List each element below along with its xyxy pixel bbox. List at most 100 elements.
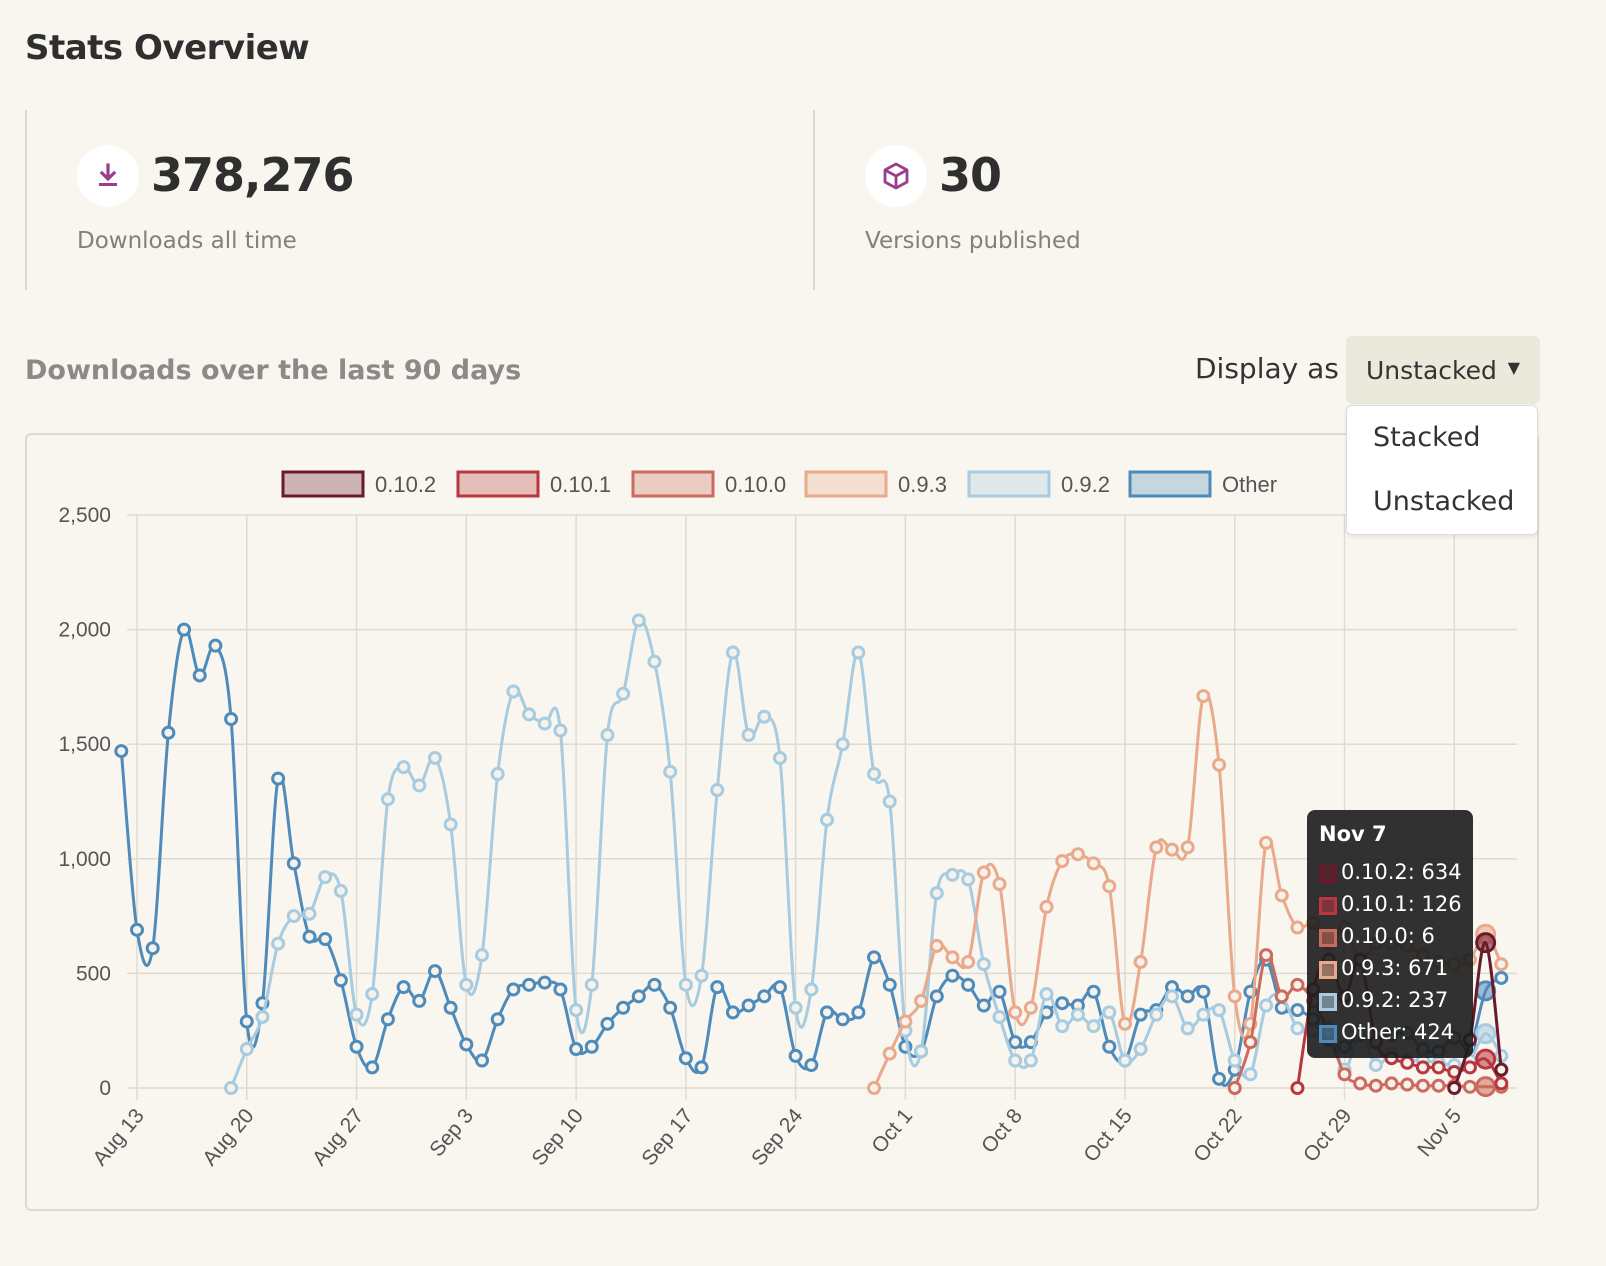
- data-point: [1180, 840, 1195, 855]
- data-point: [1055, 1019, 1070, 1034]
- data-point: [835, 737, 850, 752]
- versions-count: 30: [939, 148, 1002, 202]
- data-point: [820, 1005, 834, 1020]
- package-cube-icon: [865, 145, 927, 207]
- data-point: [1008, 1005, 1023, 1020]
- x-tick-label: Aug 20: [198, 1104, 258, 1170]
- data-point: [192, 668, 207, 683]
- tooltip-row: 0.9.2: 237: [1319, 988, 1448, 1016]
- data-point: [1475, 1023, 1497, 1045]
- data-point: [725, 1005, 740, 1020]
- legend-label: 0.10.0: [725, 472, 786, 497]
- data-point: [741, 998, 756, 1013]
- data-point: [945, 968, 960, 983]
- data-point: [929, 886, 944, 901]
- data-point: [1133, 954, 1148, 969]
- data-point: [1259, 835, 1274, 850]
- data-point: [1274, 989, 1289, 1004]
- x-tick-label: Oct 29: [1299, 1104, 1356, 1166]
- data-point: [710, 783, 725, 798]
- data-point: [412, 778, 427, 793]
- data-point: [318, 870, 333, 885]
- data-point: [412, 993, 427, 1008]
- data-point: [1212, 1071, 1227, 1086]
- display-mode-select[interactable]: Unstacked ▼: [1346, 336, 1540, 404]
- data-point: [1008, 1053, 1023, 1068]
- data-point: [663, 764, 678, 779]
- legend-swatch: [804, 470, 888, 498]
- data-point: [459, 1037, 474, 1052]
- data-point: [835, 1012, 850, 1027]
- downloads-label: Downloads all time: [77, 228, 297, 254]
- y-tick-label: 1,500: [58, 733, 111, 756]
- legend-swatch: [456, 470, 540, 498]
- data-point: [616, 686, 631, 701]
- data-point: [569, 1042, 584, 1057]
- data-point: [1055, 996, 1070, 1011]
- tooltip-row: 0.10.0: 6: [1319, 924, 1435, 952]
- data-point: [224, 1081, 239, 1095]
- download-icon: [77, 145, 139, 207]
- data-point: [365, 1060, 380, 1075]
- data-point: [1475, 1048, 1497, 1070]
- data-point: [961, 954, 976, 969]
- legend-swatch: [281, 470, 365, 498]
- data-point: [914, 993, 929, 1008]
- data-point: [475, 1053, 489, 1068]
- data-point: [804, 982, 819, 997]
- data-point: [961, 872, 976, 887]
- data-point: [443, 1000, 458, 1015]
- tooltip-row: 0.10.2: 634: [1319, 860, 1462, 888]
- data-point: [475, 948, 489, 963]
- data-point: [1431, 1060, 1446, 1075]
- data-point: [302, 929, 317, 944]
- data-point: [1165, 989, 1179, 1004]
- data-point: [1400, 1077, 1415, 1092]
- data-point: [945, 950, 960, 965]
- data-point: [1337, 1067, 1352, 1082]
- legend-label: 0.9.2: [1061, 472, 1110, 497]
- data-point: [1400, 1055, 1415, 1070]
- chart-tooltip: Nov 7 0.10.2: 634 0.10.1: 126 0.10.0: 6 …: [1307, 810, 1473, 1058]
- data-point: [537, 975, 552, 990]
- data-point: [1149, 1007, 1164, 1022]
- data-point: [1102, 1005, 1117, 1020]
- option-unstacked[interactable]: Unstacked: [1373, 486, 1515, 517]
- data-point: [616, 1000, 631, 1015]
- data-point: [992, 984, 1007, 999]
- data-point: [522, 707, 537, 722]
- data-point: [506, 982, 521, 997]
- data-point: [1259, 998, 1274, 1013]
- legend-swatch: [967, 470, 1051, 498]
- data-point: [1475, 1076, 1497, 1098]
- x-tick-label: Aug 13: [88, 1104, 148, 1170]
- data-point: [490, 1012, 505, 1027]
- data-point: [945, 867, 960, 882]
- data-point: [1102, 879, 1117, 894]
- y-tick-label: 2,500: [58, 504, 111, 527]
- display-mode-selected: Unstacked: [1366, 355, 1497, 385]
- data-point: [1180, 989, 1195, 1004]
- data-point: [161, 725, 176, 740]
- x-tick-label: Oct 1: [867, 1104, 917, 1157]
- data-point: [647, 654, 662, 669]
- data-point: [569, 1003, 584, 1018]
- x-tick-label: Oct 22: [1189, 1104, 1246, 1166]
- data-point: [1165, 842, 1179, 857]
- data-point: [1023, 1000, 1038, 1015]
- x-tick-label: Nov 5: [1413, 1104, 1466, 1161]
- data-point: [1259, 948, 1274, 963]
- data-point: [239, 1014, 254, 1029]
- series-line: [229, 618, 1503, 1089]
- data-point: [961, 977, 976, 992]
- data-point: [820, 812, 834, 827]
- tooltip-swatch: [1319, 1025, 1337, 1043]
- option-stacked[interactable]: Stacked: [1373, 422, 1481, 453]
- data-point: [725, 645, 740, 660]
- data-point: [663, 1000, 678, 1015]
- data-point: [1494, 957, 1509, 972]
- data-point: [1039, 899, 1054, 914]
- tooltip-swatch: [1319, 865, 1337, 883]
- data-point: [286, 909, 301, 924]
